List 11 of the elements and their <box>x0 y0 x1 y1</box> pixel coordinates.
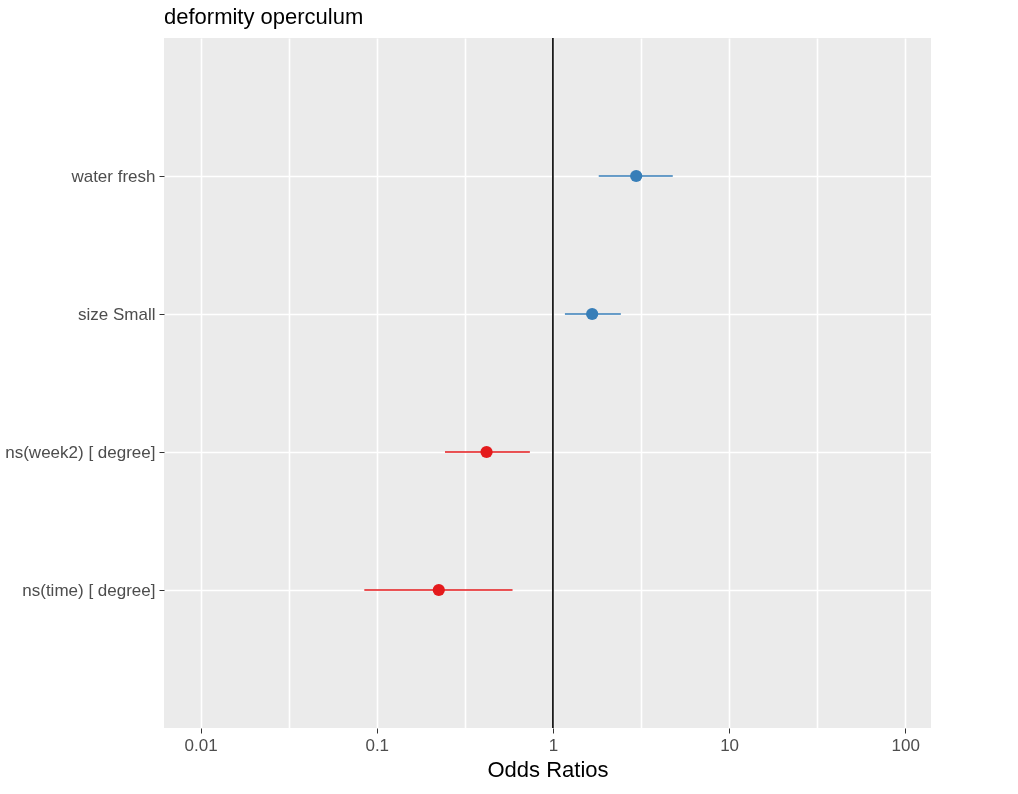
chart-title: deformity operculum <box>164 4 364 30</box>
x-tick-label: 100 <box>891 735 920 755</box>
x-axis-title: Odds Ratios <box>487 756 609 782</box>
x-tick-label: 0.1 <box>365 735 390 755</box>
x-tick-label: 10 <box>720 735 740 755</box>
x-tick-label: 1 <box>548 735 559 755</box>
y-tick-label: ns(week2) [ degree] <box>5 442 156 462</box>
y-tick-label: water fresh <box>70 166 156 186</box>
y-tick-label: size Small <box>78 304 156 324</box>
x-tick-label: 0.01 <box>184 735 218 755</box>
y-tick-label: ns(time) [ degree] <box>22 580 156 600</box>
